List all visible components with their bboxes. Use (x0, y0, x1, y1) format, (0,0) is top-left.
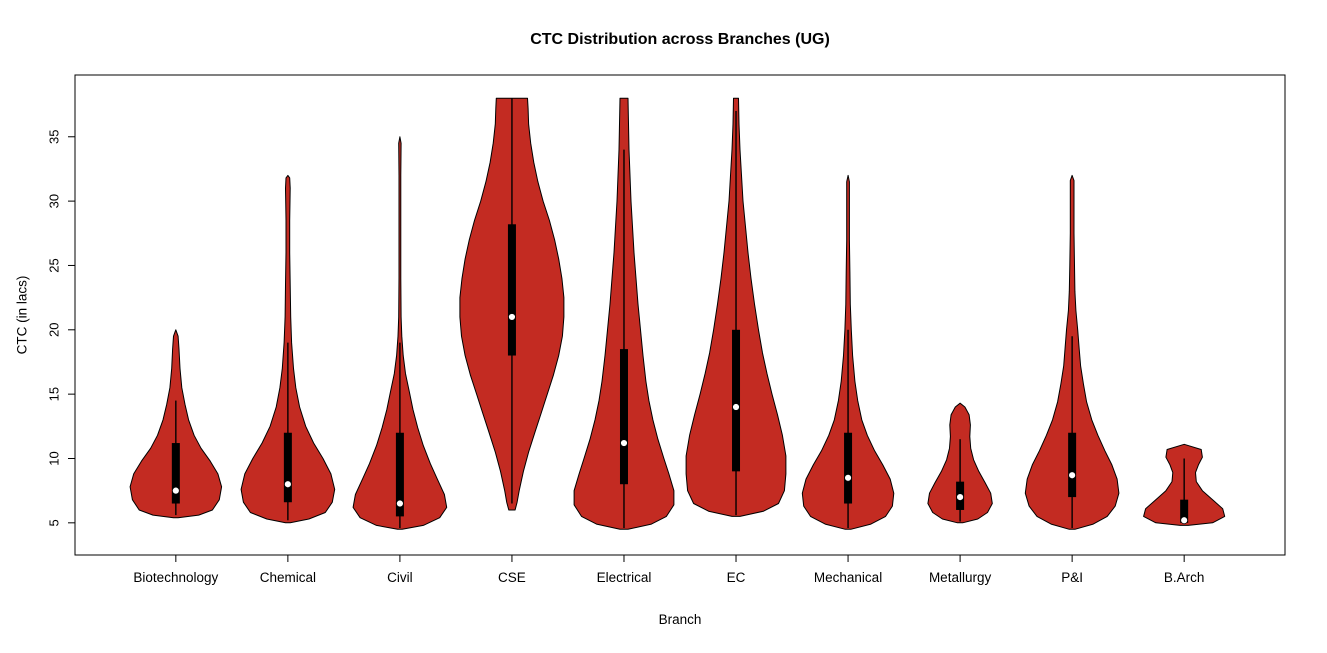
iqr-box (619, 349, 628, 485)
y-tick-label: 35 (46, 130, 61, 144)
median-dot (172, 486, 180, 495)
x-tick-label: Chemical (260, 570, 316, 585)
x-tick-label: Civil (387, 570, 413, 585)
y-tick-label: 30 (46, 194, 61, 208)
plot-border (74, 74, 1286, 556)
y-tick-label: 25 (46, 258, 61, 272)
y-tick-label: 10 (46, 451, 61, 465)
median-dot (1068, 471, 1076, 479)
median-dot (508, 313, 516, 321)
x-tick-label: Mechanical (814, 570, 882, 585)
median-dot (732, 403, 740, 411)
x-tick-label: B.Arch (1164, 570, 1205, 585)
x-tick-label: Metallurgy (929, 570, 992, 585)
iqr-box (507, 224, 516, 356)
median-dot (620, 439, 628, 447)
iqr-box (283, 432, 292, 503)
x-tick-label: P&I (1061, 570, 1083, 585)
y-tick-label: 15 (46, 387, 61, 401)
x-tick-label: CSE (498, 570, 526, 585)
iqr-box (732, 329, 741, 472)
x-tick-label: Biotechnology (133, 570, 218, 585)
x-axis-title: Branch (658, 612, 702, 627)
iqr-box (1180, 499, 1189, 523)
chart-title: CTC Distribution across Branches (UG) (530, 31, 830, 48)
x-tick-label: EC (727, 570, 746, 585)
violin-civil (352, 136, 448, 530)
median-dot (844, 474, 852, 482)
median-dot (1180, 516, 1188, 524)
y-tick-label: 20 (46, 323, 61, 337)
iqr-box (844, 432, 853, 504)
median-dot (284, 480, 292, 488)
iqr-box (171, 443, 180, 504)
median-dot (396, 499, 404, 508)
y-tick-label: 5 (46, 519, 61, 526)
median-dot (956, 493, 964, 501)
x-tick-label: Electrical (597, 570, 652, 585)
iqr-box (395, 432, 404, 517)
y-axis-title: CTC (in lacs) (14, 275, 30, 355)
iqr-box (1068, 432, 1077, 498)
